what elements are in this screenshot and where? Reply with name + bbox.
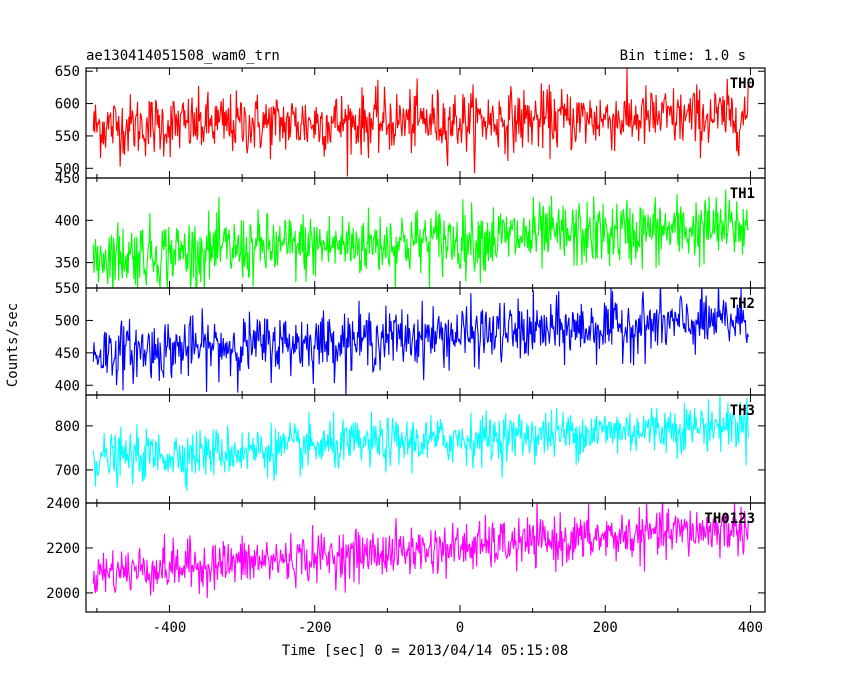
y-tick-label: 2400 [46,496,80,512]
y-axis-label: Counts/sec [5,303,21,387]
panel-frame [85,287,766,396]
panel-th1: 350 400 450 TH1 [55,171,766,289]
y-tick-label: 550 [55,129,80,145]
panel-frame [85,502,766,613]
y-tick-label: 800 [55,419,80,435]
series-label-th0123: TH0123 [704,511,755,527]
x-tick-label: 200 [593,620,618,636]
panel-th0123: 2000 2200 2400 TH0123 [46,496,766,613]
x-tick-label: 0 [456,620,464,636]
series-line-th3 [92,395,749,492]
series-line-th2 [92,288,749,395]
y-tick-label: 350 [55,256,80,272]
y-tick-label: 400 [55,213,80,229]
series-line-th0123 [92,503,749,599]
bin-time-label: Bin time: 1.0 s [620,48,746,64]
panel-th3: 700 800 TH3 [55,394,766,504]
x-axis-label: Time [sec] 0 = 2013/04/14 05:15:08 [282,643,569,659]
panel-th2: 400 450 500 550 TH2 [55,281,766,396]
y-tick-label: 550 [55,281,80,297]
y-tick-label: 500 [55,161,80,177]
x-tick-label: 400 [738,620,763,636]
series-label-th3: TH3 [730,403,755,419]
panels-group: 500550600650TH0350400450TH1400450500550T… [46,64,766,636]
panel-th0: 500 550 600 650 TH0 [55,64,766,179]
series-label-th1: TH1 [730,186,755,202]
y-tick-label: 2000 [46,586,80,602]
y-tick-label: 700 [55,463,80,479]
y-tick-label: 400 [55,378,80,394]
x-tick-label: -200 [298,620,332,636]
y-tick-label: 600 [55,97,80,113]
series-label-th2: TH2 [730,296,755,312]
y-tick-label: 450 [55,171,80,187]
series-label-th0: TH0 [730,76,755,92]
chart-title: ae130414051508_wam0_trn [86,48,280,64]
y-tick-label: 650 [55,64,80,80]
x-tick-label: -400 [153,620,187,636]
y-tick-label: 450 [55,346,80,362]
y-tick-label: 500 [55,313,80,329]
y-tick-label: 2200 [46,541,80,557]
series-line-th0 [92,68,749,177]
series-line-th1 [92,189,749,288]
